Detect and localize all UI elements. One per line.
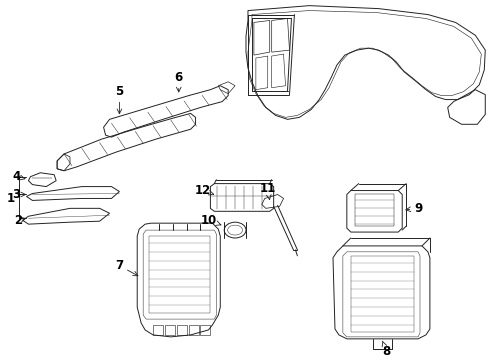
Text: 2: 2 (15, 214, 26, 227)
Text: 10: 10 (200, 214, 221, 227)
Text: 1: 1 (6, 192, 15, 205)
Text: 12: 12 (194, 184, 213, 197)
Text: 5: 5 (115, 85, 123, 114)
Text: 6: 6 (174, 71, 183, 92)
Text: 3: 3 (13, 188, 25, 201)
Text: 7: 7 (115, 259, 138, 276)
Text: 4: 4 (12, 170, 25, 183)
Text: 11: 11 (259, 182, 275, 199)
Text: 8: 8 (381, 341, 390, 358)
Text: 9: 9 (405, 202, 421, 215)
